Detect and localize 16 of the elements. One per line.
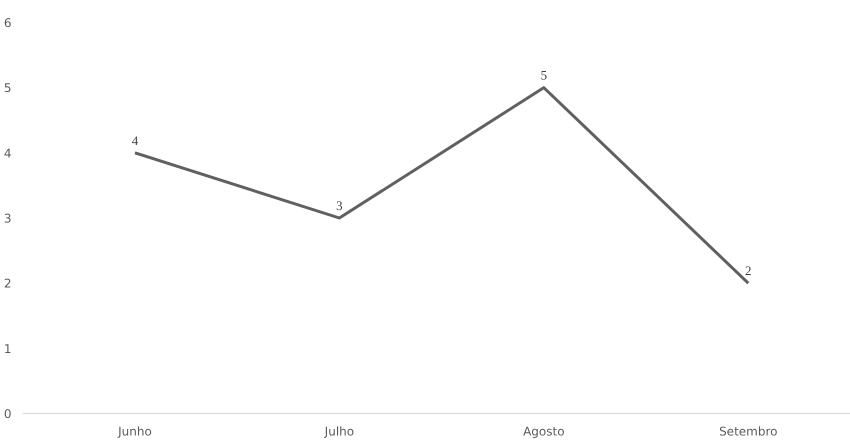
x-tick-label: Agosto: [523, 424, 565, 438]
y-tick-label: 5: [4, 81, 12, 96]
y-tick-label: 2: [4, 276, 12, 291]
x-tick-label: Setembro: [719, 424, 778, 438]
line-series: [133, 86, 750, 285]
y-tick-label: 1: [4, 342, 12, 356]
data-label: 2: [745, 263, 752, 278]
y-tick-label: 4: [4, 146, 12, 160]
x-tick-label: Julho: [324, 424, 354, 438]
x-tick-label: Junho: [117, 424, 152, 438]
data-label: 3: [336, 198, 343, 213]
data-label: 5: [540, 68, 548, 83]
y-tick-label: 3: [4, 212, 12, 226]
data-label: 4: [132, 132, 139, 148]
y-tick-label: 0: [4, 407, 12, 421]
y-tick-label: 6: [4, 16, 12, 30]
